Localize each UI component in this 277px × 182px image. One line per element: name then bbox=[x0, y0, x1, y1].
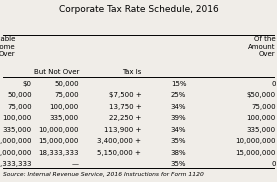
Text: Corporate Tax Rate Schedule, 2016: Corporate Tax Rate Schedule, 2016 bbox=[59, 5, 218, 13]
Text: 15%: 15% bbox=[171, 81, 186, 87]
Text: 10,000,000: 10,000,000 bbox=[39, 127, 79, 133]
Text: 10,000,000: 10,000,000 bbox=[0, 138, 32, 144]
Text: But Not Over: But Not Over bbox=[34, 69, 79, 75]
Text: $0: $0 bbox=[23, 81, 32, 87]
Text: 335,000: 335,000 bbox=[247, 127, 276, 133]
Text: 50,000: 50,000 bbox=[7, 92, 32, 98]
Text: Tax Is: Tax Is bbox=[122, 69, 141, 75]
Text: 3,400,000 +: 3,400,000 + bbox=[97, 138, 141, 144]
Text: 75,000: 75,000 bbox=[54, 92, 79, 98]
Text: Of the
Amount
Over: Of the Amount Over bbox=[248, 36, 276, 57]
Text: 22,250 +: 22,250 + bbox=[109, 115, 141, 121]
Text: 75,000: 75,000 bbox=[7, 104, 32, 110]
Text: 335,000: 335,000 bbox=[50, 115, 79, 121]
Text: 18,333,333: 18,333,333 bbox=[0, 161, 32, 167]
Text: $50,000: $50,000 bbox=[247, 92, 276, 98]
Text: 35%: 35% bbox=[171, 161, 186, 167]
Text: 100,000: 100,000 bbox=[246, 115, 276, 121]
Text: 39%: 39% bbox=[171, 115, 186, 121]
Text: 34%: 34% bbox=[171, 104, 186, 110]
Text: 335,000: 335,000 bbox=[3, 127, 32, 133]
Text: 10,000,000: 10,000,000 bbox=[235, 138, 276, 144]
Text: 15,000,000: 15,000,000 bbox=[235, 150, 276, 156]
Text: Taxable
Income
Over: Taxable Income Over bbox=[0, 36, 15, 57]
Text: 25%: 25% bbox=[171, 92, 186, 98]
Text: 5,150,000 +: 5,150,000 + bbox=[98, 150, 141, 156]
Text: 100,000: 100,000 bbox=[2, 115, 32, 121]
Text: —: — bbox=[72, 161, 79, 167]
Text: 50,000: 50,000 bbox=[54, 81, 79, 87]
Text: 15,000,000: 15,000,000 bbox=[0, 150, 32, 156]
Text: 38%: 38% bbox=[171, 150, 186, 156]
Text: 18,333,333: 18,333,333 bbox=[39, 150, 79, 156]
Text: 113,900 +: 113,900 + bbox=[104, 127, 141, 133]
Text: 13,750 +: 13,750 + bbox=[109, 104, 141, 110]
Text: 35%: 35% bbox=[171, 138, 186, 144]
Text: 0: 0 bbox=[271, 81, 276, 87]
Text: Source: Internal Revenue Service, 2016 Instructions for Form 1120: Source: Internal Revenue Service, 2016 I… bbox=[3, 172, 204, 177]
Text: $7,500 +: $7,500 + bbox=[109, 92, 141, 98]
Text: 75,000: 75,000 bbox=[251, 104, 276, 110]
Text: 100,000: 100,000 bbox=[50, 104, 79, 110]
Text: 0: 0 bbox=[271, 161, 276, 167]
Text: 34%: 34% bbox=[171, 127, 186, 133]
Text: 15,000,000: 15,000,000 bbox=[39, 138, 79, 144]
